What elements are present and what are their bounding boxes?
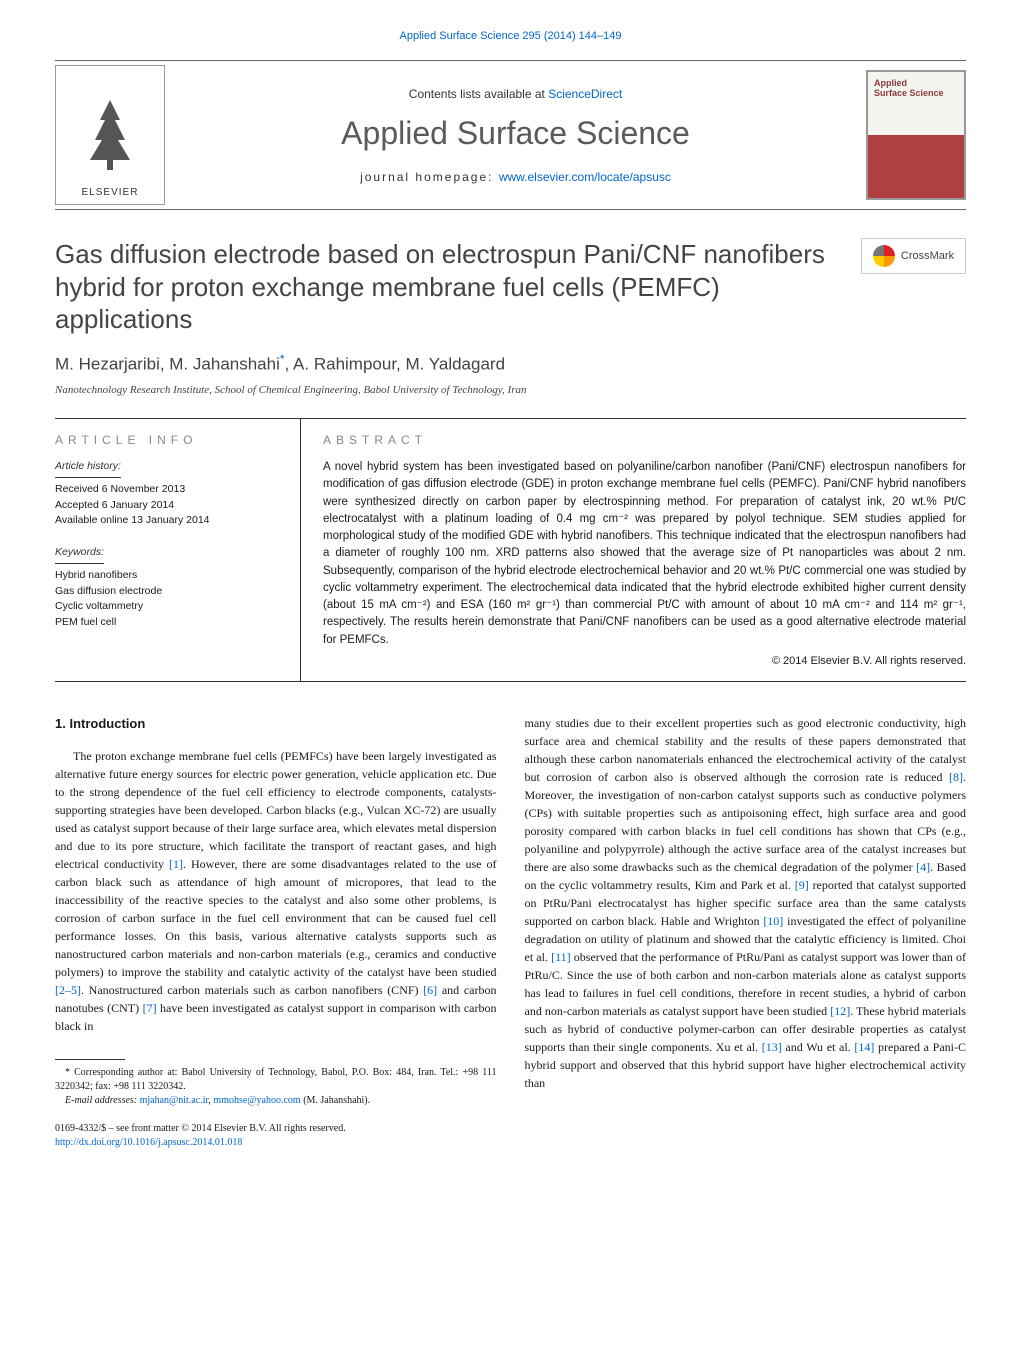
crossmark-badge[interactable]: CrossMark xyxy=(861,238,966,274)
keyword-item: Cyclic voltammetry xyxy=(55,599,270,615)
abstract-column: ABSTRACT A novel hybrid system has been … xyxy=(300,419,966,681)
email-link-2[interactable]: mmohse@yahoo.com xyxy=(213,1095,300,1106)
abstract-heading: ABSTRACT xyxy=(323,433,966,447)
contents-list-line: Contents lists available at ScienceDirec… xyxy=(183,87,848,101)
email-footnote: E-mail addresses: mjahan@nit.ac.ir, mmoh… xyxy=(55,1094,497,1108)
authors-line: M. Hezarjaribi, M. Jahanshahi*, A. Rahim… xyxy=(55,352,966,375)
reference-link[interactable]: [6] xyxy=(423,983,437,997)
title-section: Gas diffusion electrode based on electro… xyxy=(55,238,966,336)
publisher-name: ELSEVIER xyxy=(82,187,139,198)
homepage-line: journal homepage: www.elsevier.com/locat… xyxy=(183,170,848,184)
abstract-text: A novel hybrid system has been investiga… xyxy=(323,459,966,649)
reference-link[interactable]: [12] xyxy=(830,1004,850,1018)
doi-link[interactable]: http://dx.doi.org/10.1016/j.apsusc.2014.… xyxy=(55,1136,497,1150)
introduction-heading: 1. Introduction xyxy=(55,714,497,734)
reference-link[interactable]: [2–5] xyxy=(55,983,81,997)
reference-link[interactable]: [9] xyxy=(795,878,809,892)
history-label: Article history: xyxy=(55,459,121,478)
crossmark-label: CrossMark xyxy=(901,250,954,262)
history-block: Article history: Received 6 November 201… xyxy=(55,459,270,529)
reference-link[interactable]: [10] xyxy=(763,914,783,928)
keywords-label: Keywords: xyxy=(55,545,104,564)
keyword-item: Gas diffusion electrode xyxy=(55,584,270,600)
issn-line: 0169-4332/$ – see front matter © 2014 El… xyxy=(55,1122,497,1136)
accepted-date: Accepted 6 January 2014 xyxy=(55,498,270,514)
authors-part1: M. Hezarjaribi, M. Jahanshahi xyxy=(55,354,280,373)
journal-name: Applied Surface Science xyxy=(183,115,848,152)
reference-link[interactable]: [14] xyxy=(854,1040,874,1054)
received-date: Received 6 November 2013 xyxy=(55,482,270,498)
info-abstract-row: ARTICLE INFO Article history: Received 6… xyxy=(55,418,966,682)
body-paragraph: The proton exchange membrane fuel cells … xyxy=(55,747,497,1035)
affiliation: Nanotechnology Research Institute, Schoo… xyxy=(55,384,966,396)
email-link-1[interactable]: mjahan@nit.ac.ir xyxy=(140,1095,209,1106)
homepage-prefix: journal homepage: xyxy=(360,170,499,184)
homepage-url[interactable]: www.elsevier.com/locate/apsusc xyxy=(499,170,671,184)
reference-link[interactable]: [4] xyxy=(916,860,930,874)
article-info-heading: ARTICLE INFO xyxy=(55,433,270,447)
email-label: E-mail addresses: xyxy=(65,1095,140,1106)
sciencedirect-link[interactable]: ScienceDirect xyxy=(548,87,622,101)
body-columns: 1. Introduction The proton exchange memb… xyxy=(55,714,966,1151)
body-paragraph: many studies due to their excellent prop… xyxy=(525,714,967,1092)
crossmark-icon xyxy=(873,245,895,267)
online-date: Available online 13 January 2014 xyxy=(55,513,270,529)
contents-prefix: Contents lists available at xyxy=(409,87,548,101)
keyword-item: Hybrid nanofibers xyxy=(55,568,270,584)
authors-part2: , A. Rahimpour, M. Yaldagard xyxy=(285,354,506,373)
email-suffix: (M. Jahanshahi). xyxy=(301,1095,370,1106)
corresponding-footnote: * Corresponding author at: Babol Univers… xyxy=(55,1066,497,1094)
abstract-copyright: © 2014 Elsevier B.V. All rights reserved… xyxy=(323,655,966,667)
elsevier-tree-icon xyxy=(80,95,140,187)
keyword-item: PEM fuel cell xyxy=(55,615,270,631)
journal-citation[interactable]: Applied Surface Science 295 (2014) 144–1… xyxy=(55,30,966,42)
article-info-column: ARTICLE INFO Article history: Received 6… xyxy=(55,419,270,681)
cover-title: Applied Surface Science xyxy=(874,78,958,98)
left-column: 1. Introduction The proton exchange memb… xyxy=(55,714,497,1151)
article-title: Gas diffusion electrode based on electro… xyxy=(55,238,843,336)
reference-link[interactable]: [8] xyxy=(949,770,963,784)
journal-header: ELSEVIER Contents lists available at Sci… xyxy=(55,60,966,210)
bottom-meta: 0169-4332/$ – see front matter © 2014 El… xyxy=(55,1122,497,1150)
footnote-separator xyxy=(55,1059,125,1060)
journal-cover-thumbnail[interactable]: Applied Surface Science xyxy=(866,70,966,200)
reference-link[interactable]: [1] xyxy=(169,857,183,871)
right-column: many studies due to their excellent prop… xyxy=(525,714,967,1151)
reference-link[interactable]: [11] xyxy=(551,950,571,964)
reference-link[interactable]: [13] xyxy=(762,1040,782,1054)
keywords-block: Keywords: Hybrid nanofibers Gas diffusio… xyxy=(55,545,270,631)
journal-center: Contents lists available at ScienceDirec… xyxy=(165,77,866,194)
publisher-logo[interactable]: ELSEVIER xyxy=(55,65,165,205)
reference-link[interactable]: [7] xyxy=(143,1001,157,1015)
